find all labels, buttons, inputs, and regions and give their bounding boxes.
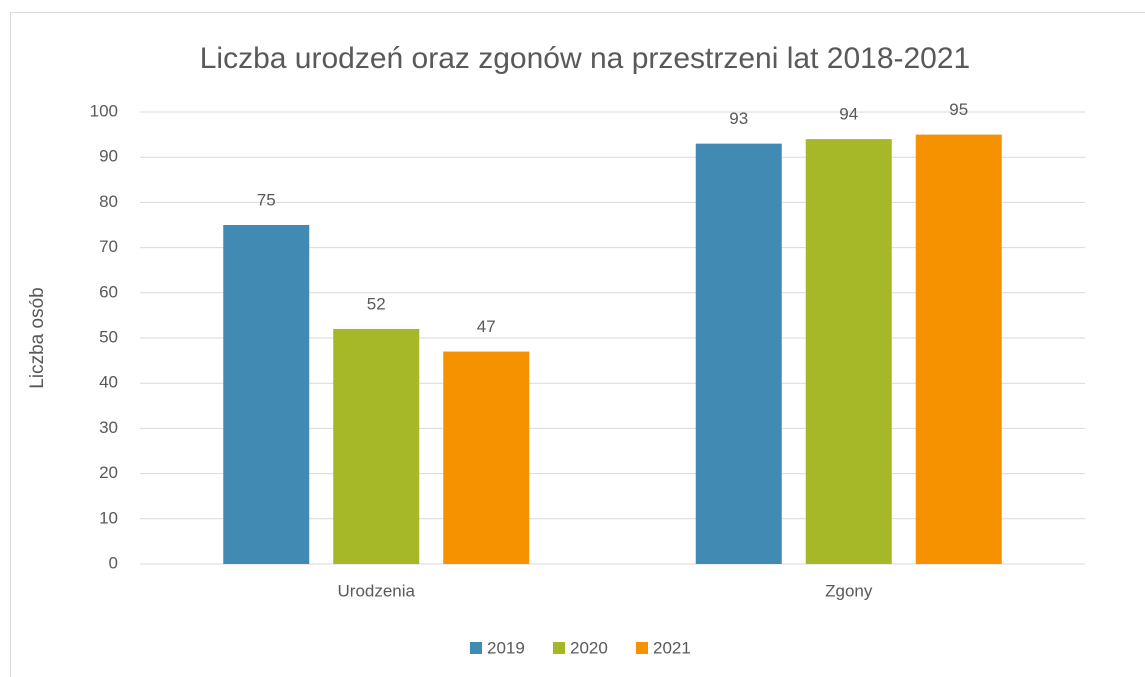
data-label: 52 xyxy=(367,294,386,313)
bar xyxy=(695,143,782,564)
y-tick-label: 30 xyxy=(99,418,118,437)
y-tick-label: 60 xyxy=(99,282,118,301)
legend-swatch xyxy=(636,642,648,654)
legend-label: 2020 xyxy=(570,638,608,657)
x-tick-label: Urodzenia xyxy=(338,581,416,600)
bar xyxy=(443,351,530,564)
legend-swatch xyxy=(470,642,482,654)
chart-title: Liczba urodzeń oraz zgonów na przestrzen… xyxy=(200,42,970,75)
chart-border xyxy=(10,12,1145,677)
y-tick-label: 20 xyxy=(99,463,118,482)
y-tick-label: 40 xyxy=(99,373,118,392)
x-tick-label: Zgony xyxy=(825,581,873,600)
legend-label: 2019 xyxy=(487,638,525,657)
y-tick-label: 80 xyxy=(99,192,118,211)
bar xyxy=(223,225,310,564)
y-tick-label: 0 xyxy=(109,553,118,572)
data-label: 93 xyxy=(729,109,748,128)
data-label: 47 xyxy=(477,317,496,336)
y-tick-label: 70 xyxy=(99,237,118,256)
y-tick-label: 90 xyxy=(99,147,118,166)
legend-swatch xyxy=(553,642,565,654)
y-tick-label: 10 xyxy=(99,508,118,527)
y-tick-label: 50 xyxy=(99,327,118,346)
bar xyxy=(915,134,1002,564)
data-label: 94 xyxy=(839,105,858,124)
bar xyxy=(333,328,420,564)
y-tick-label: 100 xyxy=(90,101,118,120)
data-label: 75 xyxy=(257,190,276,209)
legend-label: 2021 xyxy=(653,638,691,657)
y-axis-label: Liczba osób xyxy=(27,287,48,388)
data-label: 95 xyxy=(949,100,968,119)
bar xyxy=(805,139,892,564)
